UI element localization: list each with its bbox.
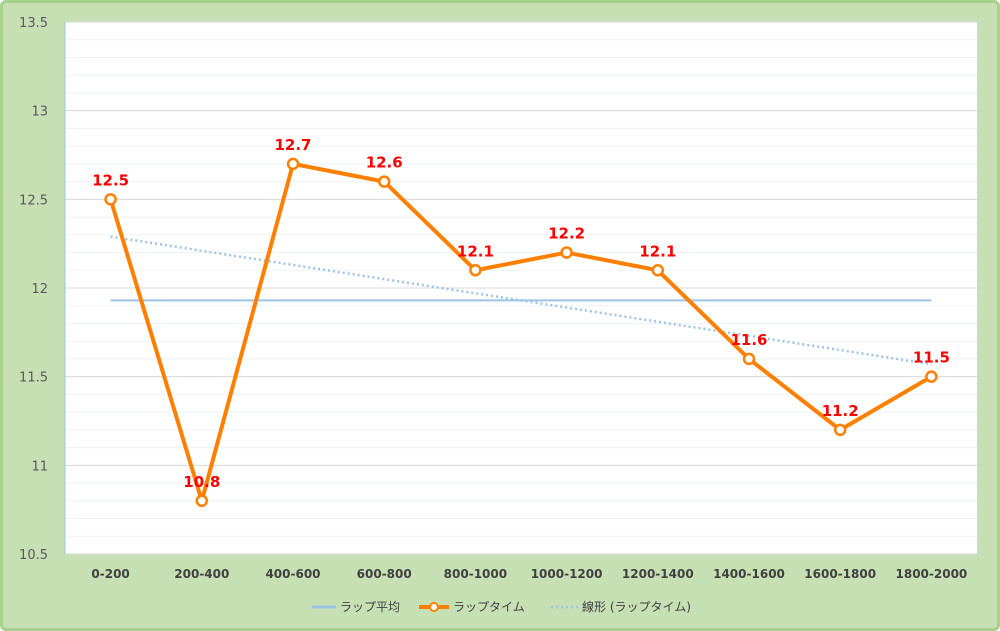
- data-point: [651, 264, 665, 277]
- legend-label: ラップ平均: [340, 600, 400, 614]
- x-tick-label: 0-200: [91, 567, 129, 581]
- data-point: [742, 352, 756, 366]
- x-tick-label: 1800-2000: [896, 567, 968, 581]
- data-label: 12.1: [457, 242, 494, 260]
- data-point: [104, 193, 117, 206]
- y-tick-label: 11.5: [19, 371, 48, 386]
- y-tick-label: 11: [31, 459, 48, 474]
- lap-time-points: [104, 157, 938, 508]
- data-point: [925, 370, 938, 383]
- x-tick-label: 800-1000: [444, 567, 507, 581]
- data-label: 12.7: [274, 136, 311, 154]
- legend-marker-lap-time: [429, 602, 439, 612]
- legend: ラップ平均 ラップタイム 線形 (ラップタイム): [312, 599, 691, 614]
- series-lap-time-line: [108, 161, 933, 503]
- data-point: [377, 175, 391, 188]
- legend-label: ラップタイム: [453, 600, 525, 614]
- data-point: [560, 246, 573, 259]
- x-tick-label: 1600-1800: [804, 567, 876, 581]
- y-tick-label: 13.5: [19, 16, 48, 31]
- data-point: [286, 157, 300, 171]
- x-tick-label: 200-400: [174, 567, 229, 581]
- major-gridlines: [65, 21, 977, 555]
- data-label: 11.2: [822, 402, 859, 420]
- data-point: [195, 494, 209, 508]
- y-tick-label: 12.5: [19, 193, 48, 208]
- y-tick-label: 10.5: [19, 548, 48, 563]
- data-point: [469, 264, 482, 277]
- data-label: 10.8: [183, 473, 220, 491]
- x-tick-label: 1400-1600: [713, 567, 785, 581]
- series-trendline: [110, 235, 932, 366]
- trendline: [110, 235, 932, 366]
- x-tick-label: 600-800: [357, 567, 412, 581]
- minor-gridlines: [65, 39, 977, 537]
- x-tick-label: 1200-1400: [622, 567, 694, 581]
- data-point: [833, 423, 847, 437]
- data-label: 11.5: [913, 349, 950, 367]
- data-label: 12.5: [92, 171, 129, 189]
- data-label: 12.2: [548, 225, 585, 243]
- data-label: 11.6: [730, 331, 767, 349]
- y-tick-labels: 10.5 11 11.5 12 12.5 13 13.5: [19, 16, 48, 563]
- x-tick-label: 1000-1200: [531, 567, 603, 581]
- lap-time-line: [108, 161, 933, 503]
- data-labels: 12.5 10.8 12.7 12.6 12.1 12.2 12.1 11.6 11.2 11.5: [92, 136, 950, 491]
- data-label: 12.6: [366, 154, 403, 172]
- y-tick-label: 13: [31, 105, 48, 120]
- x-tick-labels: 0-200 200-400 400-600 600-800 800-1000 1000-1…: [91, 567, 967, 581]
- legend-label: 線形 (ラップタイム): [582, 599, 691, 614]
- data-label: 12.1: [639, 242, 676, 260]
- x-tick-label: 400-600: [265, 567, 320, 581]
- y-tick-label: 12: [31, 282, 48, 297]
